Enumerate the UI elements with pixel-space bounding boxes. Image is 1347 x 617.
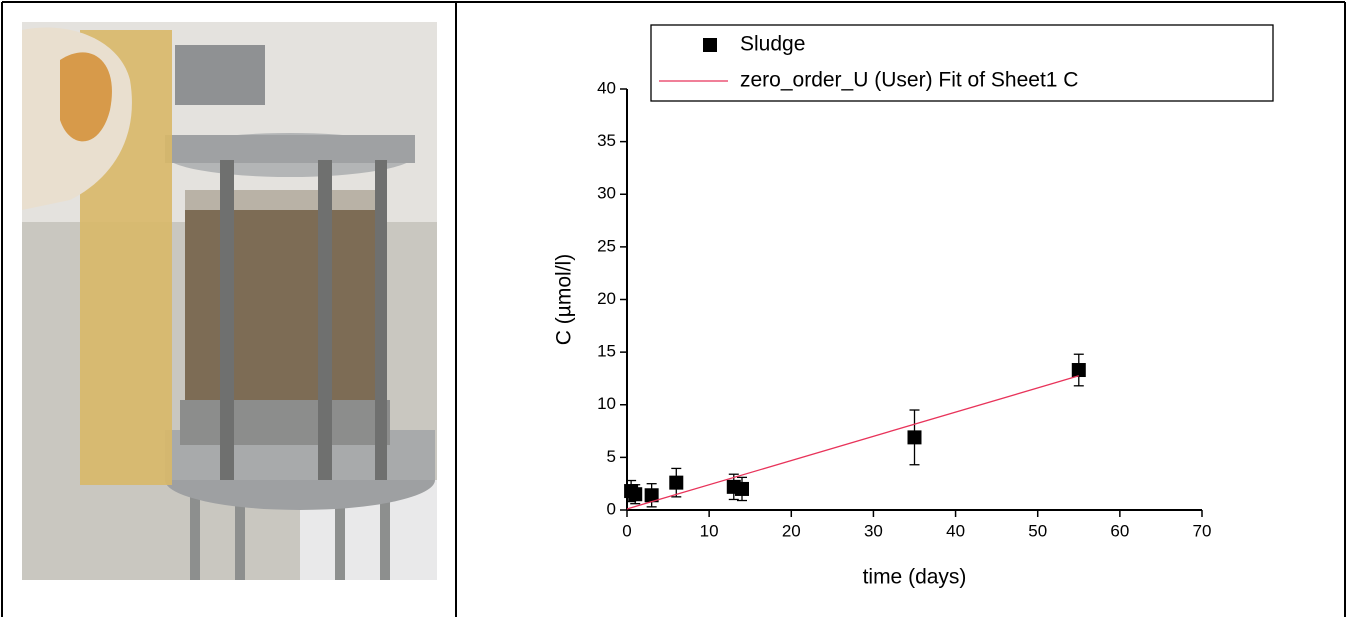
photo-lid	[165, 135, 415, 163]
y-tick-label: 20	[597, 289, 616, 308]
data-point	[628, 487, 643, 502]
data-point	[907, 430, 922, 445]
y-tick-label: 15	[597, 342, 616, 361]
photo-ring	[180, 400, 390, 445]
photo-leg	[235, 490, 245, 580]
legend-label: Sludge	[740, 33, 805, 56]
photo-fitting	[175, 45, 265, 105]
x-tick-label: 50	[1028, 521, 1047, 540]
y-tick-label: 25	[597, 236, 616, 255]
photo	[22, 22, 437, 580]
x-tick-label: 70	[1193, 521, 1212, 540]
y-tick-label: 30	[597, 184, 616, 203]
legend-swatch	[703, 38, 717, 52]
photo-rod	[318, 160, 332, 480]
data-point	[644, 488, 659, 503]
y-axis-label: C (µmol/l)	[553, 254, 576, 345]
y-tick-label: 10	[597, 394, 616, 413]
photo-sponge	[60, 52, 112, 142]
y-tick-label: 40	[597, 78, 616, 97]
data-point	[735, 481, 749, 496]
photo-rod	[375, 160, 387, 480]
x-tick-label: 60	[1110, 521, 1129, 540]
x-tick-label: 30	[864, 521, 883, 540]
x-tick-label: 0	[622, 521, 631, 540]
fit-line	[626, 375, 1079, 510]
legend-label: zero_order_U (User) Fit of Sheet1 C	[740, 69, 1078, 92]
x-tick-label: 20	[782, 521, 801, 540]
legend-box	[650, 24, 1274, 102]
photo-water	[185, 190, 385, 210]
y-tick-label: 5	[607, 447, 616, 466]
y-tick-label: 35	[597, 131, 616, 150]
y-tick-label: 0	[607, 499, 616, 518]
data-point	[669, 475, 684, 490]
photo-rod	[220, 160, 234, 480]
x-tick-label: 40	[946, 521, 965, 540]
photo-sediment-column	[185, 190, 385, 440]
data-point	[1071, 363, 1086, 378]
x-tick-label: 10	[700, 521, 719, 540]
x-axis-label: time (days)	[863, 566, 967, 589]
photo-leg	[380, 480, 390, 580]
photo-leg	[335, 490, 345, 580]
